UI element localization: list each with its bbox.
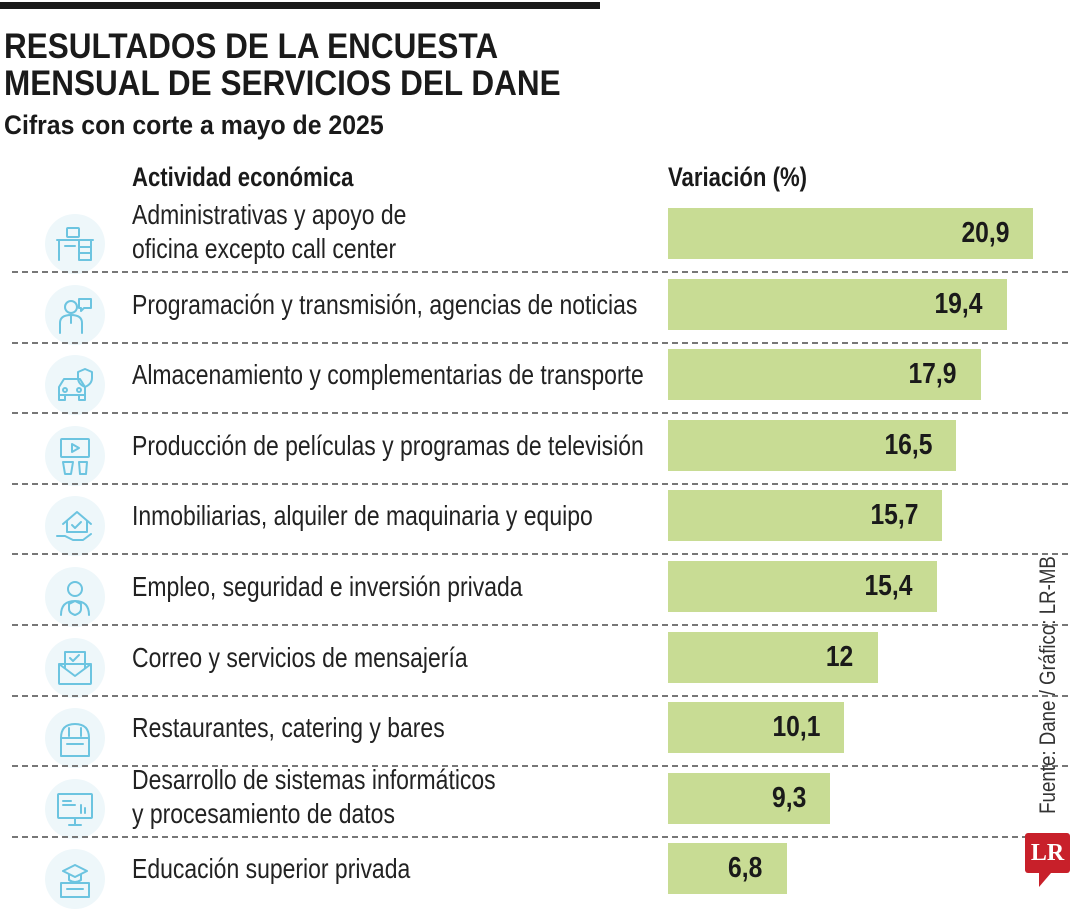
restaurant-icon	[45, 708, 105, 769]
value-label: 6,8	[728, 852, 763, 885]
value-label: 17,9	[908, 358, 957, 391]
value-header: Variación (%)	[668, 162, 808, 192]
lr-logo: LR	[1025, 833, 1070, 887]
bar-row: Almacenamiento y complementarias de tran…	[0, 349, 1080, 419]
bar: 19,4	[668, 278, 1007, 330]
bar: 6,8	[668, 843, 787, 895]
source-note: Fuente: Dane / Gráfico: LR-MB	[1035, 556, 1060, 814]
category-label: Desarrollo de sistemas informáticos y pro…	[132, 763, 496, 831]
row-divider	[12, 341, 1068, 344]
category-label: Correo y servicios de mensajería	[132, 641, 468, 675]
news-presenter-icon	[45, 284, 105, 345]
title-line-2: MENSUAL DE SERVICIOS DEL DANE	[4, 64, 561, 103]
mail-envelope-icon	[45, 637, 105, 698]
row-divider	[12, 765, 1068, 768]
value-label: 20,9	[961, 217, 1009, 249]
category-label-line: Empleo, seguridad e inversión privada	[132, 571, 523, 602]
bar-row: Educación superior privada 6,8	[0, 843, 1080, 913]
category-label-line: Almacenamiento y complementarias de tran…	[132, 359, 644, 391]
bar: 10,1	[668, 702, 845, 754]
value-label: 12	[826, 640, 854, 673]
film-popcorn-icon	[45, 425, 105, 486]
category-label-line: Restaurantes, catering y bares	[132, 712, 445, 744]
row-divider	[12, 835, 1068, 838]
row-divider	[12, 412, 1068, 415]
row-divider	[12, 271, 1068, 273]
top-rule	[0, 2, 600, 9]
computer-monitor-icon	[45, 778, 105, 839]
value-label: 16,5	[884, 428, 933, 461]
row-divider	[12, 482, 1068, 485]
category-label-line: oficina excepto call center	[132, 233, 397, 264]
category-label: Almacenamiento y complementarias de tran…	[132, 358, 644, 392]
house-hand-icon	[45, 496, 105, 557]
category-label: Producción de películas y programas de t…	[132, 429, 644, 463]
category-label: Administrativas y apoyo de oficina except…	[132, 198, 406, 266]
value-label: 9,3	[772, 781, 807, 814]
bar: 12	[668, 631, 878, 683]
category-label-line: Inmobiliarias, alquiler de maquinaria y …	[132, 500, 593, 532]
bar-row: Inmobiliarias, alquiler de maquinaria y …	[0, 490, 1080, 560]
bar: 15,7	[668, 490, 943, 542]
bar-row: Correo y servicios de mensajería 12	[0, 631, 1080, 702]
chart-title: RESULTADOS DE LA ENCUESTA MENSUAL DE SER…	[4, 28, 561, 102]
chart-subtitle: Cifras con corte a mayo de 2025	[4, 110, 384, 140]
bar: 17,9	[668, 349, 981, 401]
category-label-line: Administrativas y apoyo de	[132, 199, 407, 230]
category-label-line: Correo y servicios de mensajería	[132, 641, 468, 673]
value-label: 10,1	[772, 711, 821, 744]
bar-row: Empleo, seguridad e inversión privada 15,…	[0, 561, 1080, 631]
value-label: 19,4	[934, 287, 983, 320]
category-label: Empleo, seguridad e inversión privada	[132, 570, 523, 604]
bar: 16,5	[668, 419, 957, 471]
category-header: Actividad económica	[132, 162, 354, 192]
bar: 20,9	[668, 208, 1033, 259]
person-shield-icon	[45, 567, 105, 627]
bar: 15,4	[668, 561, 937, 612]
bar-row: Desarrollo de sistemas informáticos y pro…	[0, 764, 1080, 843]
title-line-1: RESULTADOS DE LA ENCUESTA	[4, 27, 499, 66]
category-label: Restaurantes, catering y bares	[132, 711, 445, 745]
category-label-line: y procesamiento de datos	[132, 797, 395, 829]
transport-shield-car-icon	[45, 355, 105, 416]
category-label: Educación superior privada	[132, 852, 410, 886]
row-divider	[12, 694, 1068, 697]
category-label-line: Producción de películas y programas de t…	[132, 429, 644, 461]
bar-row: Administrativas y apoyo de oficina except…	[0, 199, 1080, 278]
bar-row: Producción de películas y programas de t…	[0, 419, 1080, 490]
bar-row: Programación y transmisión, agencias de …	[0, 278, 1080, 349]
office-desk-icon	[45, 214, 105, 274]
category-label: Inmobiliarias, alquiler de maquinaria y …	[132, 499, 593, 533]
value-label: 15,4	[864, 570, 913, 602]
bar-row: Restaurantes, catering y bares 10,1	[0, 702, 1080, 772]
category-label-line: Programación y transmisión, agencias de …	[132, 288, 638, 320]
value-label: 15,7	[870, 499, 919, 532]
graduation-certificate-icon	[45, 849, 105, 910]
bar: 9,3	[668, 772, 831, 824]
row-divider	[12, 624, 1068, 626]
row-divider	[12, 553, 1068, 556]
category-label: Programación y transmisión, agencias de …	[132, 288, 637, 322]
category-label-line: Desarrollo de sistemas informáticos	[132, 763, 496, 795]
category-label-line: Educación superior privada	[132, 853, 411, 885]
